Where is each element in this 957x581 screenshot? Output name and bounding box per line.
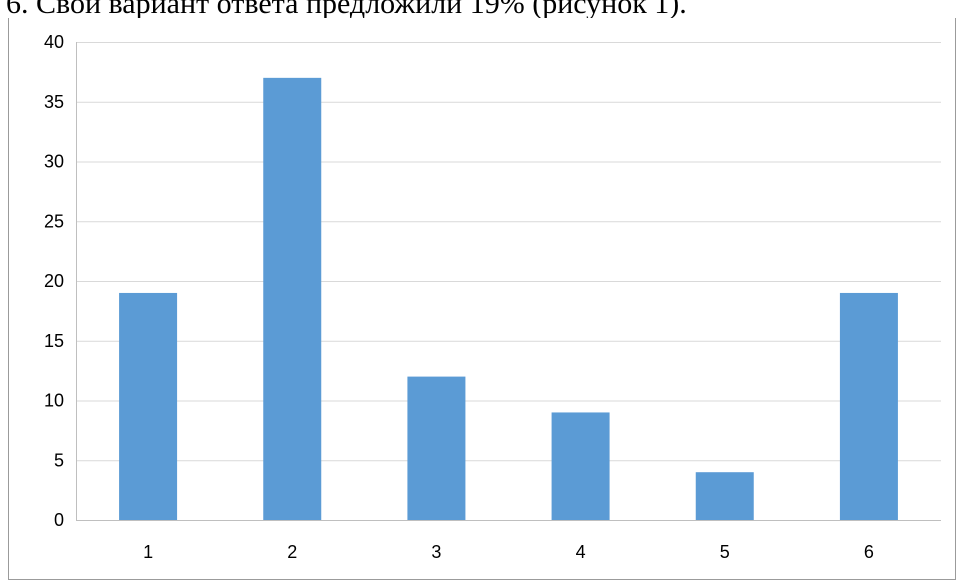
bar-4 bbox=[551, 412, 610, 520]
y-tick-label-25: 25 bbox=[44, 211, 64, 231]
document-text: 6. Свой вариант ответа предложили 19% (р… bbox=[6, 0, 687, 20]
x-tick-label-5: 5 bbox=[720, 542, 730, 562]
x-tick-label-6: 6 bbox=[864, 542, 874, 562]
bar-5 bbox=[695, 472, 754, 520]
y-tick-label-10: 10 bbox=[44, 391, 64, 411]
bar-chart: 0 5 10 15 20 25 30 35 40 1 2 3 4 5 6 bbox=[44, 32, 941, 562]
chart-frame: 0 5 10 15 20 25 30 35 40 1 2 3 4 5 6 bbox=[8, 18, 956, 580]
gridlines bbox=[76, 42, 941, 462]
bar-6 bbox=[839, 292, 898, 520]
x-tick-label-2: 2 bbox=[287, 542, 297, 562]
axes bbox=[76, 42, 941, 521]
y-axis-tick-labels: 0 5 10 15 20 25 30 35 40 bbox=[44, 32, 64, 530]
y-tick-label-5: 5 bbox=[54, 450, 64, 470]
y-tick-label-40: 40 bbox=[44, 32, 64, 52]
y-tick-label-30: 30 bbox=[44, 152, 64, 172]
y-tick-label-0: 0 bbox=[54, 510, 64, 530]
bar-1 bbox=[119, 292, 178, 520]
y-tick-label-35: 35 bbox=[44, 92, 64, 112]
bar-3 bbox=[407, 376, 466, 520]
bars bbox=[119, 77, 898, 520]
x-tick-label-3: 3 bbox=[431, 542, 441, 562]
y-tick-label-15: 15 bbox=[44, 331, 64, 351]
y-tick-label-20: 20 bbox=[44, 271, 64, 291]
x-tick-label-4: 4 bbox=[576, 542, 586, 562]
x-axis-tick-labels: 1 2 3 4 5 6 bbox=[143, 542, 874, 562]
bar-2 bbox=[263, 77, 322, 520]
x-tick-label-1: 1 bbox=[143, 542, 153, 562]
